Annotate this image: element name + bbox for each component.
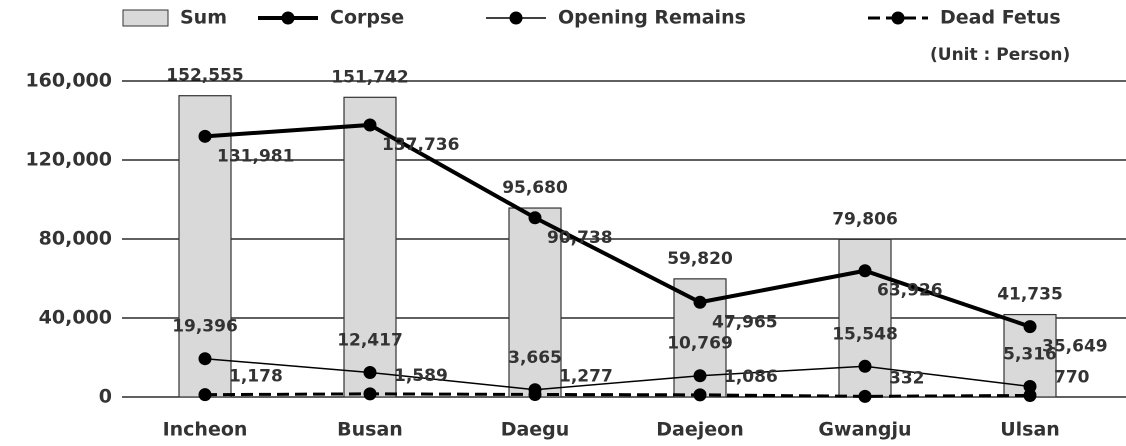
data-label: 59,820: [667, 249, 733, 269]
marker: [198, 352, 212, 366]
data-label: 151,742: [331, 67, 408, 87]
marker: [363, 118, 377, 132]
data-label: 63,926: [877, 281, 943, 301]
legend-label: Sum: [180, 7, 227, 29]
data-label: 131,981: [217, 146, 294, 166]
legend-marker: [891, 11, 905, 25]
data-label: 79,806: [832, 209, 898, 229]
line: [204, 357, 1031, 391]
bar: [178, 95, 232, 398]
data-label: 770: [1054, 367, 1090, 387]
marker: [198, 388, 212, 402]
data-label: 3,665: [508, 348, 562, 368]
marker: [528, 211, 542, 225]
legend-marker: [509, 11, 523, 25]
legend-label: Corpse: [330, 7, 404, 29]
x-tick-label: Daegu: [501, 419, 570, 441]
legend-marker: [281, 11, 295, 25]
marker: [1023, 320, 1037, 334]
legend-label: Opening Remains: [558, 7, 746, 29]
data-label: 90,738: [547, 228, 613, 248]
data-label: 137,736: [382, 135, 459, 155]
x-tick-label: Busan: [337, 419, 403, 441]
marker: [363, 365, 377, 379]
marker: [858, 389, 872, 403]
x-tick-label: Gwangju: [818, 419, 911, 441]
data-label: 152,555: [166, 66, 243, 86]
data-label: 47,965: [712, 312, 778, 332]
data-label: 41,735: [997, 285, 1063, 305]
bar: [838, 238, 892, 398]
data-label: 10,769: [667, 334, 733, 354]
unit-note: (Unit : Person): [930, 45, 1070, 65]
legend-swatch: [122, 9, 169, 27]
data-label: 5,316: [1003, 345, 1057, 365]
marker: [858, 264, 872, 278]
x-tick-label: Ulsan: [1000, 419, 1060, 441]
bar: [508, 207, 562, 398]
data-label: 15,548: [832, 324, 898, 344]
y-tick-label: 0: [99, 386, 112, 408]
data-label: 332: [889, 368, 925, 388]
data-label: 12,417: [337, 330, 403, 350]
legend-label: Dead Fetus: [940, 7, 1061, 29]
y-tick-label: 120,000: [25, 149, 112, 171]
x-tick-label: Incheon: [163, 419, 248, 441]
marker: [693, 295, 707, 309]
data-label: 1,178: [229, 367, 283, 387]
marker: [528, 387, 542, 401]
marker: [693, 369, 707, 383]
y-tick-label: 160,000: [25, 70, 112, 92]
marker: [1023, 388, 1037, 402]
data-label: 1,086: [724, 367, 778, 387]
marker: [198, 129, 212, 143]
line: [204, 392, 1031, 398]
y-tick-label: 80,000: [39, 228, 112, 250]
x-tick-label: Daejeon: [656, 419, 743, 441]
marker: [1023, 380, 1037, 394]
data-label: 1,589: [394, 366, 448, 386]
data-label: 35,649: [1042, 337, 1108, 357]
marker: [693, 388, 707, 402]
marker: [363, 387, 377, 401]
y-tick-label: 40,000: [39, 307, 112, 329]
line: [204, 122, 1031, 329]
data-label: 19,396: [172, 317, 238, 337]
data-label: 95,680: [502, 178, 568, 198]
data-label: 1,277: [559, 366, 613, 386]
marker: [858, 359, 872, 373]
